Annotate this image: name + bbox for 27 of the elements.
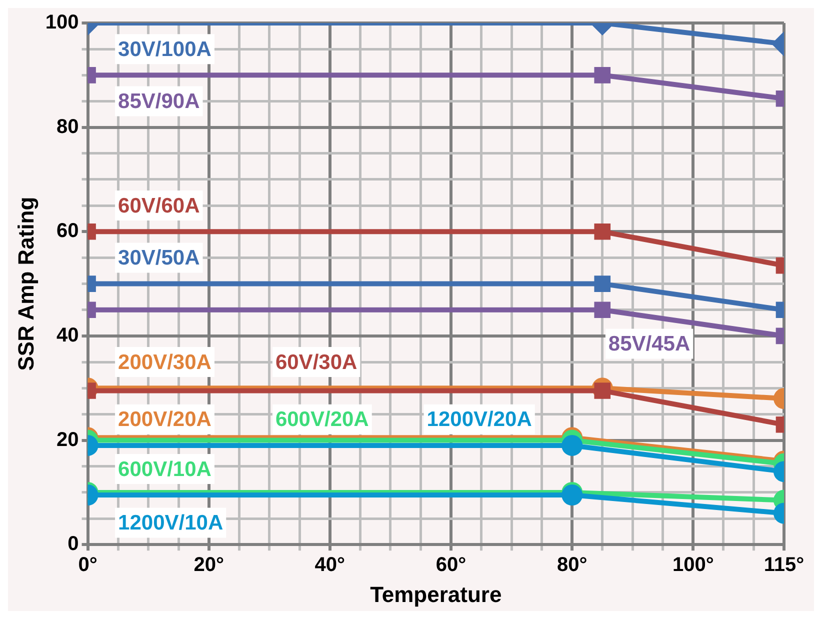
series-label: 200V/30A	[118, 350, 212, 374]
y-tick-label: 80	[56, 116, 79, 138]
x-tick-label: 0°	[78, 554, 98, 576]
x-tick-label: 40°	[314, 554, 346, 576]
series-label: 1200V/20A	[426, 408, 532, 432]
series-label: 60V/60A	[118, 194, 200, 218]
series-label: 200V/20A	[118, 408, 212, 432]
series-label: 600V/10A	[118, 458, 212, 481]
y-tick-label: 40	[56, 324, 79, 346]
series-label: 85V/90A	[118, 90, 200, 114]
series-label: 60V/30A	[275, 350, 358, 374]
series-label: 30V/50A	[118, 246, 200, 270]
y-tick-label: 100	[45, 12, 79, 34]
series-label: 30V/100A	[118, 38, 212, 61]
x-tick-label: 100°	[672, 554, 714, 576]
y-axis-title: SSR Amp Rating	[13, 196, 38, 371]
x-axis-title: Temperature	[370, 582, 502, 607]
y-tick-label: 20	[56, 428, 79, 451]
x-tick-label: 60°	[436, 554, 466, 576]
series-label: 1200V/10A	[118, 511, 224, 534]
y-tick-label: 60	[56, 220, 79, 242]
x-tick-label: 115°	[764, 554, 804, 576]
x-tick-label: 20°	[194, 554, 224, 576]
series-label: 600V/20A	[275, 408, 369, 432]
y-tick-label: 0	[68, 533, 79, 556]
x-tick-label: 80°	[556, 554, 588, 576]
series-label: 85V/45A	[608, 332, 690, 356]
